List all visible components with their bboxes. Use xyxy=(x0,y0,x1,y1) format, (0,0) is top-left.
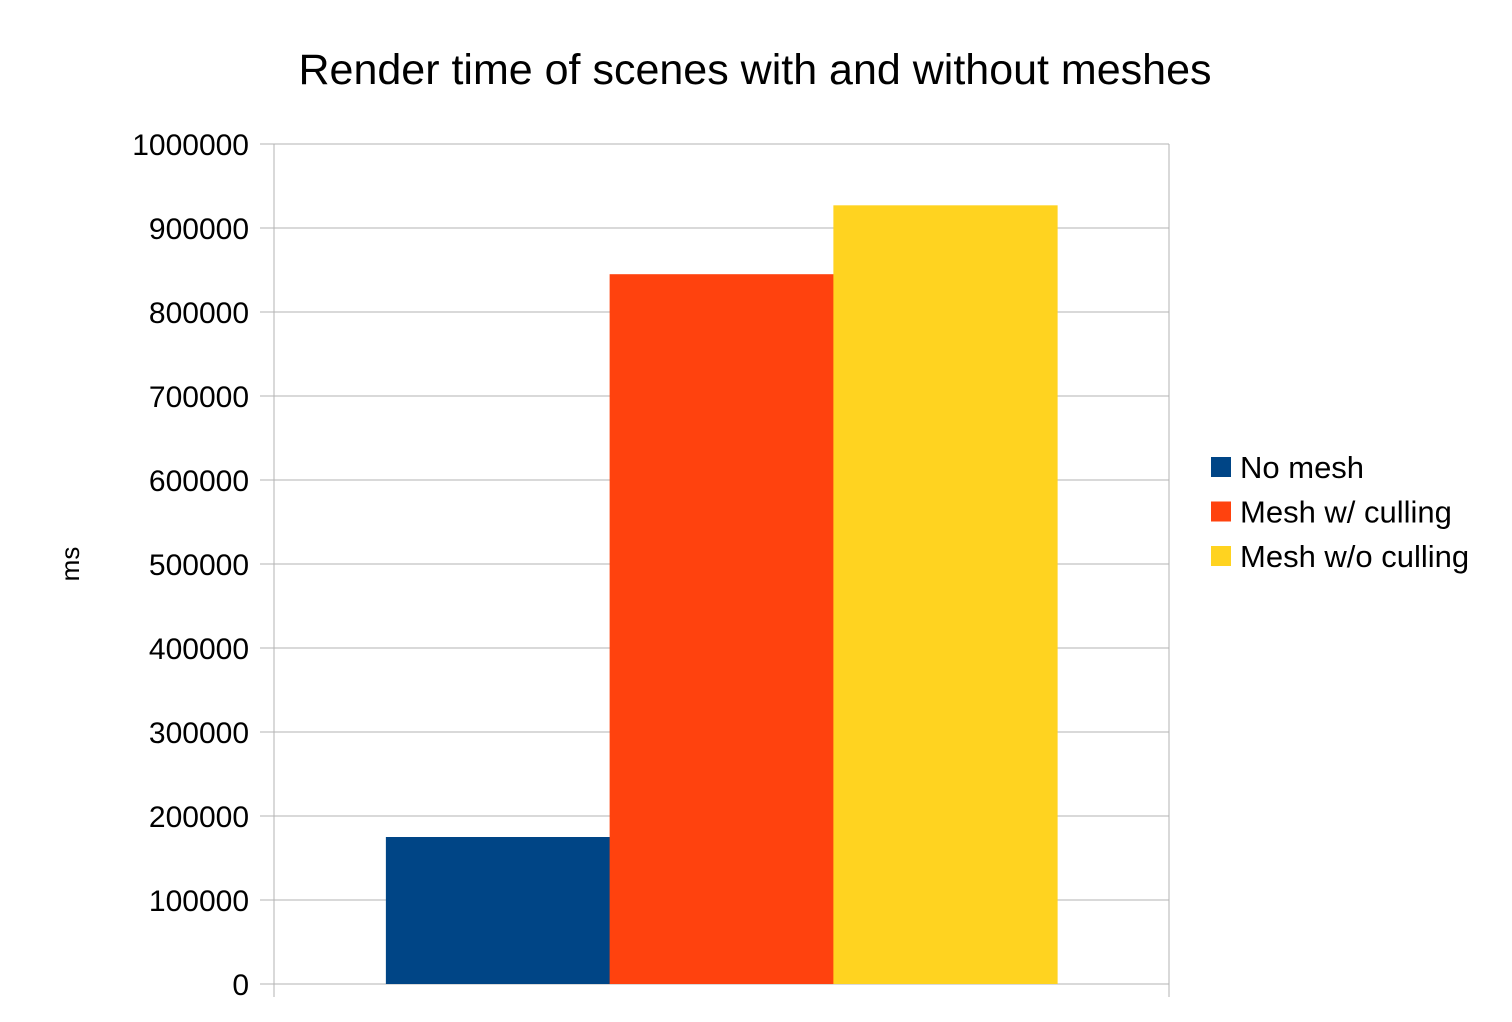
legend-swatch xyxy=(1211,546,1231,566)
plot-frame xyxy=(273,144,1170,997)
legend-label: Mesh w/o culling xyxy=(1240,539,1469,574)
legend: No mesh Mesh w/ culling Mesh w/o culling xyxy=(1211,450,1469,574)
y-tick-label: 900000 xyxy=(149,213,249,246)
y-tick-label: 800000 xyxy=(149,297,249,330)
y-tick-label: 200000 xyxy=(149,801,249,834)
y-tick-label: 100000 xyxy=(149,885,249,918)
y-tick-label: 400000 xyxy=(149,633,249,666)
y-tick-label: 0 xyxy=(232,969,249,1002)
y-tick-label: 700000 xyxy=(149,381,249,414)
legend-swatch xyxy=(1211,457,1231,477)
y-axis-ticks: 0 100000 200000 300000 400000 500000 600000 700… xyxy=(132,129,274,1002)
bars xyxy=(385,205,1058,984)
y-tick-label: 300000 xyxy=(149,717,249,750)
y-tick-label: 1000000 xyxy=(132,129,249,162)
legend-label: No mesh xyxy=(1240,450,1364,485)
bar-3 xyxy=(833,205,1058,984)
bar-1 xyxy=(385,837,611,984)
legend-swatch xyxy=(1211,501,1231,522)
y-tick-label: 500000 xyxy=(149,549,249,582)
y-tick-label: 600000 xyxy=(149,465,249,498)
chart-title: Render time of scenes with and without m… xyxy=(298,46,1211,94)
bar-2 xyxy=(609,274,834,984)
y-axis-label: ms xyxy=(55,547,85,582)
legend-label: Mesh w/ culling xyxy=(1240,495,1452,530)
